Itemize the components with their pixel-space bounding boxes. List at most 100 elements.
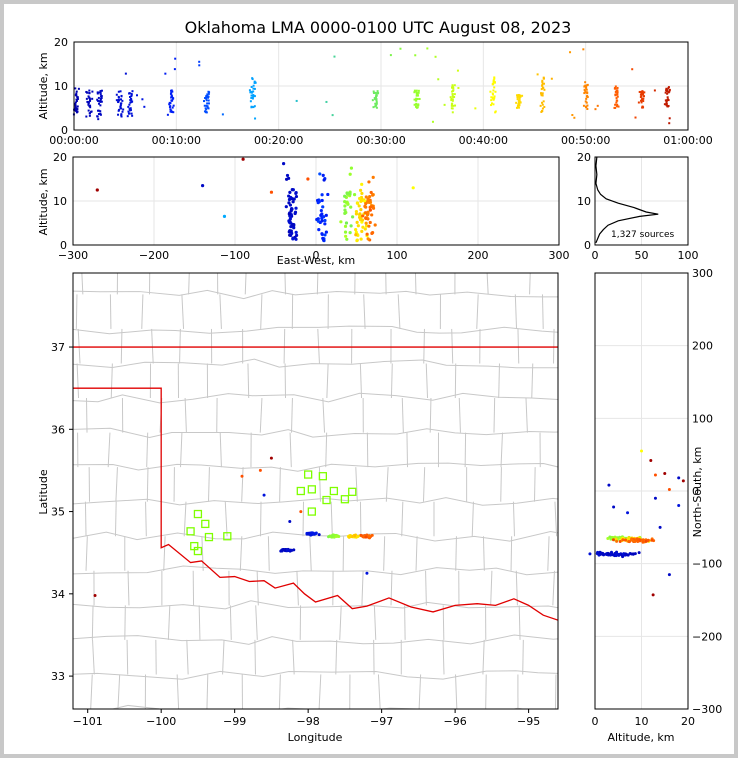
altitude-tick-label: 10 xyxy=(54,80,68,93)
source-point xyxy=(451,84,454,87)
ew-tick-label: −200 xyxy=(139,249,169,262)
source-point xyxy=(96,99,99,102)
county-line xyxy=(73,531,558,542)
county-line xyxy=(180,432,183,468)
source-point xyxy=(541,86,544,89)
source-point xyxy=(85,115,88,118)
source-point xyxy=(615,105,618,108)
county-line xyxy=(373,605,377,640)
lma-station-marker xyxy=(340,495,350,504)
ns-tick-label: −300 xyxy=(692,703,722,716)
source-point xyxy=(550,77,553,80)
source-point xyxy=(614,93,617,96)
source-point xyxy=(130,98,133,101)
source-point xyxy=(415,97,418,100)
source-point xyxy=(128,95,131,98)
source-point xyxy=(418,97,421,100)
source-point xyxy=(250,90,253,93)
source-point xyxy=(653,496,657,500)
county-line xyxy=(75,294,78,329)
county-line xyxy=(397,294,401,329)
source-point xyxy=(206,105,209,108)
county-line xyxy=(278,674,281,709)
source-point xyxy=(119,90,122,93)
source-point xyxy=(75,109,78,112)
source-point xyxy=(252,94,255,97)
source-point xyxy=(320,232,324,237)
county-line xyxy=(109,294,112,329)
county-line xyxy=(455,674,458,709)
county-line xyxy=(146,432,149,468)
source-point xyxy=(416,106,419,109)
source-point xyxy=(119,105,122,108)
county-line xyxy=(110,704,527,709)
source-point xyxy=(253,80,256,83)
source-point xyxy=(75,99,78,102)
county-line xyxy=(476,294,479,329)
source-point xyxy=(519,95,522,98)
source-point xyxy=(615,552,619,556)
source-point xyxy=(364,205,368,209)
source-point xyxy=(367,199,371,203)
county-line xyxy=(198,605,201,640)
source-point xyxy=(650,538,654,542)
source-point xyxy=(453,96,456,99)
state-border xyxy=(73,346,558,621)
source-point xyxy=(368,205,372,209)
source-point xyxy=(372,90,375,93)
source-point xyxy=(363,227,367,231)
source-point xyxy=(331,114,334,117)
county-line xyxy=(425,570,427,606)
source-point xyxy=(322,178,326,182)
source-point xyxy=(616,95,619,98)
county-line xyxy=(486,273,489,295)
source-point xyxy=(517,105,520,108)
county-line xyxy=(418,674,422,709)
source-point xyxy=(354,233,358,237)
source-point xyxy=(251,96,254,99)
source-point xyxy=(417,91,420,94)
source-point xyxy=(586,104,589,107)
source-point xyxy=(375,106,378,109)
lma-station-marker xyxy=(348,487,357,496)
source-point xyxy=(135,94,138,97)
source-point xyxy=(585,86,588,89)
source-point xyxy=(521,94,524,97)
source-point xyxy=(541,81,544,84)
source-point xyxy=(417,89,420,92)
county-line xyxy=(92,639,95,675)
source-point xyxy=(615,539,619,543)
source-point xyxy=(609,550,613,554)
source-point xyxy=(607,483,611,487)
source-point xyxy=(377,91,380,94)
county-line xyxy=(326,363,329,399)
source-point xyxy=(287,197,292,202)
source-point xyxy=(414,105,417,108)
source-point xyxy=(317,228,321,232)
source-point xyxy=(355,220,359,224)
source-point xyxy=(621,538,625,542)
source-point xyxy=(169,110,172,113)
county-line xyxy=(482,639,485,675)
source-point xyxy=(586,108,589,111)
source-point xyxy=(364,221,368,225)
source-point xyxy=(491,96,494,99)
source-point xyxy=(358,212,362,216)
source-point xyxy=(290,548,294,552)
county-line xyxy=(363,294,366,329)
source-point xyxy=(88,89,91,92)
source-point xyxy=(174,57,177,60)
source-point xyxy=(115,93,118,96)
source-point xyxy=(493,95,496,98)
source-point xyxy=(413,98,416,101)
source-point xyxy=(124,72,127,75)
source-point xyxy=(344,234,348,238)
source-point xyxy=(374,102,377,105)
source-point xyxy=(416,97,419,100)
source-point xyxy=(252,84,255,87)
source-point xyxy=(492,80,495,83)
source-point xyxy=(166,113,169,116)
source-point xyxy=(282,548,286,552)
source-point xyxy=(169,102,172,105)
source-point xyxy=(96,115,99,118)
